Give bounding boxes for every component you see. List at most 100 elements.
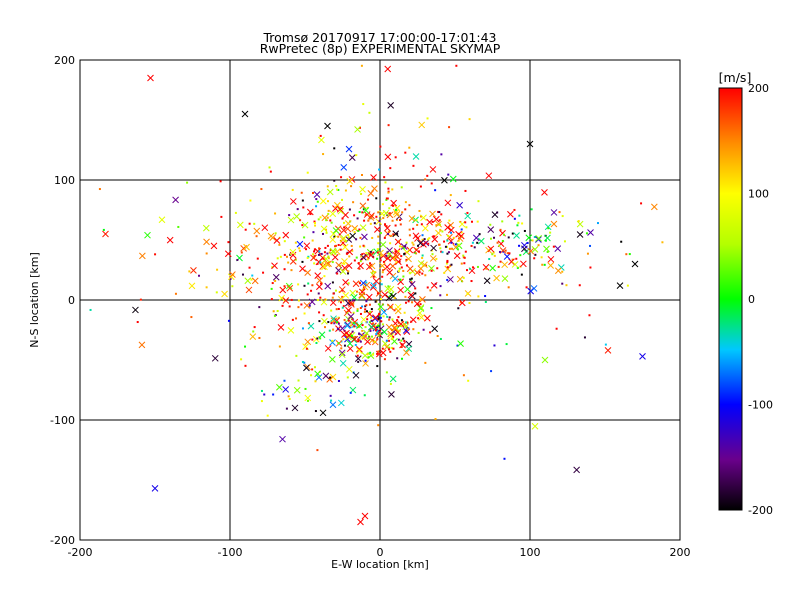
scatter-point-dot <box>376 330 379 333</box>
scatter-point-cross <box>342 278 349 286</box>
scatter-point-cross <box>541 188 548 196</box>
scatter-point-dot <box>323 275 326 278</box>
scatter-point-dot <box>278 243 281 246</box>
scatter-point-dot <box>385 198 388 201</box>
scatter-point-dot <box>229 277 232 280</box>
scatter-point-cross <box>378 262 386 270</box>
scatter-point-dot <box>377 235 380 238</box>
scatter-point-dot <box>372 322 375 325</box>
scatter-point-dot <box>435 257 438 260</box>
scatter-point-dot <box>337 307 340 310</box>
scatter-point-cross <box>336 205 344 213</box>
scatter-point-cross <box>541 356 549 364</box>
colorbar-tick-label: -200 <box>748 504 773 517</box>
scatter-point-cross <box>441 176 448 184</box>
scatter-point-dot <box>369 264 372 267</box>
scatter-point-dot <box>625 253 628 256</box>
scatter-point-dot <box>326 244 329 247</box>
scatter-point-cross <box>349 232 356 240</box>
scatter-point-dot <box>462 374 465 377</box>
scatter-point-cross <box>383 263 391 271</box>
scatter-point-dot <box>337 379 340 382</box>
scatter-point-dot <box>400 346 403 349</box>
scatter-point-dot <box>316 299 319 302</box>
scatter-point-dot <box>499 228 502 231</box>
scatter-point-dot <box>369 329 372 332</box>
scatter-point-dot <box>395 218 398 221</box>
scatter-point-dot <box>347 319 350 322</box>
scatter-point-dot <box>340 176 343 179</box>
scatter-point-cross <box>554 267 562 275</box>
scatter-point-cross <box>312 335 320 343</box>
scatter-point-dot <box>311 239 314 242</box>
scatter-point-dot <box>356 324 359 327</box>
scatter-point-dot <box>357 229 360 232</box>
scatter-point-dot <box>358 332 361 335</box>
scatter-point-dot <box>378 219 381 222</box>
scatter-point-cross <box>139 252 146 260</box>
scatter-point-dot <box>231 285 234 288</box>
scatter-point-cross <box>304 338 312 346</box>
scatter-point-dot <box>386 315 389 318</box>
scatter-point-cross <box>456 201 464 209</box>
scatter-point-cross <box>456 235 464 242</box>
scatter-point-dot <box>378 168 381 171</box>
scatter-point-dot <box>430 307 433 310</box>
scatter-point-dot <box>330 309 333 312</box>
scatter-point-dot <box>383 358 386 361</box>
colorbar-tick-label: -100 <box>748 399 773 412</box>
scatter-point-cross <box>576 231 584 238</box>
chart-title: Tromsø 20170917 17:00:00-17:01:43 <box>262 30 496 45</box>
scatter-point-dot <box>367 337 370 340</box>
scatter-point-dot <box>443 240 446 243</box>
scatter-point-dot <box>543 263 546 266</box>
scatter-point-cross <box>303 364 310 372</box>
scatter-point-dot <box>561 215 564 218</box>
scatter-point-dot <box>398 260 401 263</box>
scatter-point-dot <box>307 255 310 258</box>
y-tick-label: -100 <box>50 414 75 427</box>
scatter-point-cross <box>321 317 328 325</box>
scatter-point-dot <box>322 153 325 156</box>
scatter-point-dot <box>330 221 333 224</box>
scatter-point-cross <box>429 210 436 218</box>
scatter-point-dot <box>258 306 261 309</box>
scatter-point-dot <box>363 310 366 313</box>
scatter-point-cross <box>271 262 278 270</box>
scatter-point-dot <box>260 389 263 392</box>
scatter-point-dot <box>371 335 374 338</box>
scatter-point-cross <box>276 383 283 391</box>
scatter-point-dot <box>316 449 319 452</box>
scatter-point-dot <box>306 293 309 296</box>
scatter-point-dot <box>381 275 384 278</box>
scatter-point-cross <box>444 265 452 273</box>
scatter-point-dot <box>463 256 466 259</box>
scatter-point-cross <box>132 306 139 314</box>
scatter-point-dot <box>421 272 424 275</box>
scatter-point-dot <box>377 324 380 327</box>
scatter-point-dot <box>464 250 467 253</box>
scatter-point-dot <box>306 171 309 174</box>
scatter-point-cross <box>304 394 312 402</box>
scatter-point-dot <box>352 311 355 314</box>
scatter-point-cross <box>338 286 346 293</box>
scatter-point-dot <box>333 179 336 182</box>
scatter-point-dot <box>368 111 371 114</box>
scatter-point-dot <box>408 228 411 231</box>
scatter-point-cross <box>329 356 336 363</box>
scatter-point-dot <box>352 322 355 325</box>
scatter-point-dot <box>283 268 286 271</box>
scatter-point-dot <box>547 227 550 230</box>
scatter-point-dot <box>460 231 463 234</box>
scatter-point-dot <box>419 185 422 188</box>
scatter-point-dot <box>429 289 432 292</box>
scatter-point-dot <box>460 262 463 265</box>
scatter-point-cross <box>616 282 624 289</box>
scatter-point-dot <box>355 256 358 259</box>
scatter-point-dot <box>314 410 317 413</box>
scatter-point-dot <box>360 192 363 195</box>
scatter-point-dot <box>291 188 294 191</box>
scatter-point-dot <box>521 222 524 225</box>
scatter-point-cross <box>430 282 438 289</box>
scatter-point-cross <box>322 372 330 380</box>
